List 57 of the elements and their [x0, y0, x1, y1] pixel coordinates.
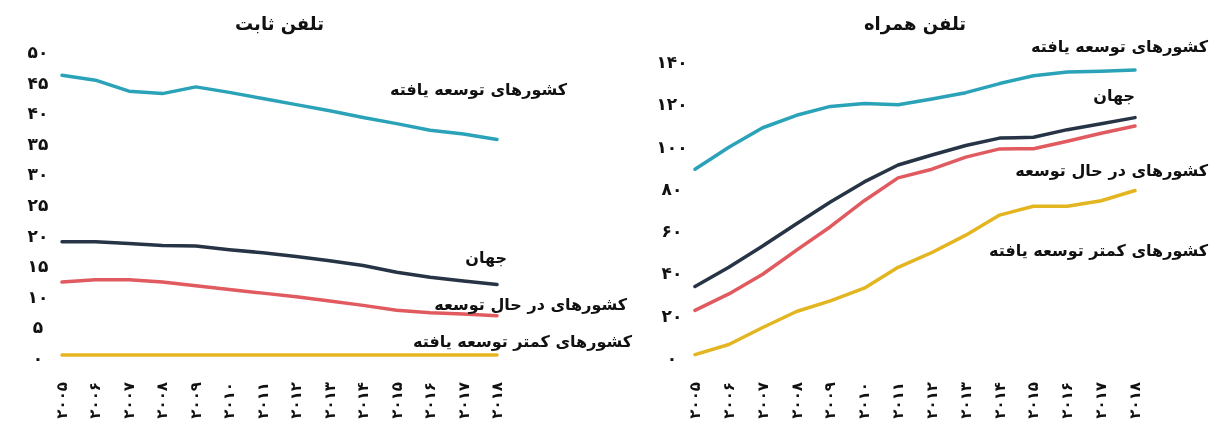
series-label: جهان	[465, 247, 507, 267]
y-tick-label: ۱۵	[27, 256, 49, 277]
y-tick-label: ۲۰	[661, 305, 683, 326]
series-label: کشورهای در حال توسعه	[434, 294, 628, 314]
y-tick-label: ۳۰	[27, 164, 49, 185]
x-tick-label: ۲۰۱۶	[1058, 382, 1077, 419]
series-label: کشورهای کمتر توسعه یافته	[988, 240, 1209, 260]
x-tick-label: ۲۰۰۵	[686, 382, 704, 419]
x-tick-label: ۲۰۱۶	[421, 382, 440, 419]
x-tick-label: ۲۰۰۶	[86, 382, 105, 419]
x-tick-label: ۲۰۱۲	[287, 382, 306, 419]
x-tick-label: ۲۰۰۶	[719, 382, 738, 419]
series-label: کشورهای توسعه یافته	[1031, 37, 1209, 57]
x-tick-label: ۲۰۰۷	[119, 382, 138, 419]
x-tick-label: ۲۰۱۸	[1126, 382, 1144, 419]
x-tick-label: ۲۰۱۰	[220, 382, 239, 419]
series-label: کشورهای کمتر توسعه یافته	[412, 331, 633, 351]
x-tick-label: ۲۰۰۹	[186, 382, 205, 419]
x-tick-label: ۲۰۰۸	[787, 382, 806, 419]
y-tick-label: ۱۰	[27, 286, 49, 307]
y-tick-label: ۳۵	[27, 133, 49, 154]
y-tick-label: ۶۰	[661, 221, 683, 242]
chart-title: تلفن ثابت	[235, 13, 324, 35]
y-tick-label: ۱۰۰	[656, 136, 688, 157]
x-tick-label: ۲۰۱۵	[1024, 382, 1043, 419]
series-label: کشورهای در حال توسعه	[1015, 161, 1209, 181]
x-tick-label: ۲۰۱۷	[1092, 382, 1111, 419]
y-tick-label: ۰	[666, 348, 678, 368]
x-tick-label: ۲۰۰۷	[753, 382, 772, 419]
x-tick-label: ۲۰۰۸	[153, 382, 172, 419]
x-tick-label: ۲۰۱۲	[922, 382, 941, 419]
y-tick-label: ۸۰	[661, 178, 683, 199]
y-tick-label: ۰	[32, 348, 44, 368]
x-tick-label: ۲۰۱۷	[454, 382, 473, 419]
x-tick-label: ۲۰۱۱	[253, 382, 272, 419]
y-tick-label: ۱۴۰	[656, 52, 688, 72]
y-tick-label: ۴۵	[27, 72, 49, 93]
y-tick-label: ۲۰	[27, 225, 49, 246]
x-tick-label: ۲۰۱۴	[990, 382, 1009, 419]
y-tick-label: ۴۰	[27, 103, 49, 124]
x-tick-label: ۲۰۱۵	[387, 382, 406, 419]
chart-title: تلفن همراه	[863, 13, 967, 35]
x-tick-label: ۲۰۱۱	[889, 382, 908, 419]
series-label: جهان	[1093, 85, 1135, 105]
x-tick-label: ۲۰۱۳	[956, 382, 975, 419]
series-label: کشورهای توسعه یافته	[390, 79, 568, 99]
x-tick-label: ۲۰۰۵	[53, 382, 71, 419]
y-tick-label: ۱۲۰	[656, 94, 688, 115]
y-tick-label: ۲۵	[27, 195, 49, 215]
x-tick-label: ۲۰۱۰	[855, 382, 874, 419]
y-tick-label: ۵	[32, 317, 44, 338]
x-tick-label: ۲۰۱۸	[488, 382, 506, 419]
y-tick-label: ۵۰	[27, 42, 49, 62]
x-tick-label: ۲۰۱۳	[320, 382, 339, 419]
y-tick-label: ۴۰	[661, 263, 683, 284]
x-tick-label: ۲۰۰۹	[821, 382, 840, 419]
x-tick-label: ۲۰۱۴	[354, 382, 373, 419]
